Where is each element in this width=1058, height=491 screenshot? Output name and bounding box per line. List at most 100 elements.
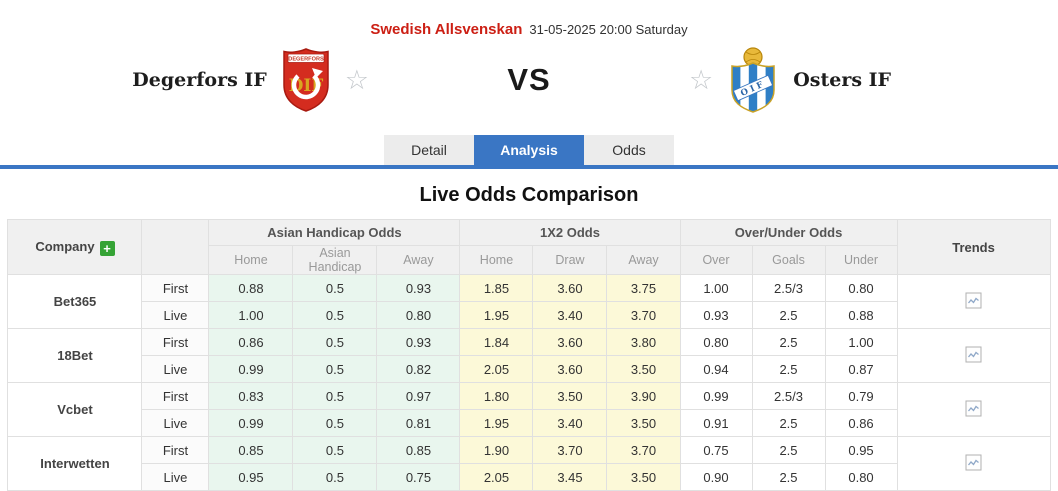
match-header: Swedish Allsvenskan 31-05-2025 20:00 Satu…	[0, 0, 1058, 38]
odds-value: 3.40	[532, 301, 608, 329]
odds-value: 1.95	[459, 301, 534, 329]
add-company-icon[interactable]: +	[99, 240, 115, 256]
over-under-group-header: Over/Under Odds	[679, 219, 898, 246]
odds-value: 2.5	[751, 301, 826, 329]
odds-value: 1.00	[824, 328, 898, 356]
odds-value: 3.40	[532, 409, 608, 437]
odds-value: 0.85	[208, 436, 294, 464]
odds-value: 3.50	[532, 382, 608, 410]
trend-chart-icon[interactable]	[896, 274, 1051, 329]
odds-value: 1.00	[208, 301, 294, 329]
odds-value: 2.5	[751, 463, 826, 491]
ou-under-header: Under	[824, 245, 898, 275]
trend-chart-icon[interactable]	[896, 382, 1051, 437]
odds-value: 0.87	[824, 355, 898, 383]
odds-value: 2.5	[751, 328, 826, 356]
odds-value: 3.50	[606, 463, 681, 491]
odds-value: 0.95	[824, 436, 898, 464]
ou-goals-header: Goals	[751, 245, 826, 275]
odds-value: 0.80	[679, 328, 753, 356]
odds-value: 2.05	[459, 355, 534, 383]
odds-value: 0.97	[376, 382, 461, 410]
odds-value: 0.80	[376, 301, 461, 329]
odds-value: 0.5	[292, 382, 378, 410]
odds-value: 0.90	[679, 463, 753, 491]
away-team-block: ☆ OIF	[561, 46, 1058, 114]
favorite-star-away[interactable]: ☆	[689, 64, 714, 95]
odds-value: 0.91	[679, 409, 753, 437]
odds-value: 0.5	[292, 301, 378, 329]
odds-value: 0.5	[292, 409, 378, 437]
odds-value: 0.5	[292, 355, 378, 383]
odds-value: 2.5/3	[751, 274, 826, 302]
odds-value: 2.05	[459, 463, 534, 491]
away-team-badge: OIF	[727, 46, 779, 114]
odds-value: 0.80	[824, 463, 898, 491]
odds-value: 1.90	[459, 436, 534, 464]
odds-value: 0.95	[208, 463, 294, 491]
away-team-name: Osters IF	[793, 69, 892, 91]
odds-value: 3.50	[606, 355, 681, 383]
match-banner: Degerfors IF DEGERFORS DIF ☆ VS ☆	[0, 38, 1058, 122]
odds-value: 0.85	[376, 436, 461, 464]
stage-label: Live	[141, 409, 210, 437]
odds-value: 3.60	[532, 274, 608, 302]
odds-table: Company + Asian Handicap Odds 1X2 Odds Ov…	[7, 219, 1051, 491]
odds-value: 3.70	[606, 436, 681, 464]
ah-handicap-header: Asian Handicap	[292, 245, 378, 275]
odds-value: 2.5	[751, 436, 826, 464]
odds-value: 3.80	[606, 328, 681, 356]
odds-value: 0.93	[679, 301, 753, 329]
1x2-away-header: Away	[606, 245, 681, 275]
1x2-draw-header: Draw	[532, 245, 608, 275]
section-title: Live Odds Comparison	[419, 184, 639, 206]
stage-label: First	[141, 382, 210, 410]
odds-value: 0.99	[679, 382, 753, 410]
1x2-group-header: 1X2 Odds	[459, 219, 681, 246]
odds-value: 0.93	[376, 328, 461, 356]
1x2-home-header: Home	[459, 245, 534, 275]
home-team-badge: DEGERFORS DIF	[281, 47, 331, 113]
company-column-header: Company +	[7, 219, 143, 275]
company-name: Interwetten	[7, 436, 143, 491]
odds-value: 3.60	[532, 355, 608, 383]
ah-home-header: Home	[208, 245, 294, 275]
match-datetime: 31-05-2025 20:00 Saturday	[529, 22, 688, 37]
odds-value: 3.60	[532, 328, 608, 356]
odds-value: 0.83	[208, 382, 294, 410]
odds-value: 0.5	[292, 328, 378, 356]
odds-row: Live 0.99 0.5 0.82 2.05 3.60 3.50 0.94 2.5 0.87	[8, 355, 1050, 383]
stage-column-header	[141, 219, 210, 275]
odds-value: 0.99	[208, 409, 294, 437]
trend-chart-icon[interactable]	[896, 436, 1051, 491]
tab-bar: Detail Analysis Odds	[0, 135, 1058, 165]
odds-value: 0.88	[824, 301, 898, 329]
company-name: Bet365	[7, 274, 143, 329]
odds-value: 1.00	[679, 274, 753, 302]
odds-row: Bet365 First 0.88 0.5 0.93 1.85 3.60 3.75 1.00 2.…	[7, 274, 1051, 329]
tab-analysis[interactable]: Analysis	[474, 135, 584, 165]
tab-detail[interactable]: Detail	[384, 135, 474, 165]
tab-odds[interactable]: Odds	[584, 135, 674, 165]
odds-value: 0.5	[292, 436, 378, 464]
odds-value: 3.70	[532, 436, 608, 464]
stage-label: Live	[141, 463, 210, 491]
odds-value: 0.5	[292, 463, 378, 491]
odds-value: 0.81	[376, 409, 461, 437]
trend-chart-icon[interactable]	[896, 328, 1051, 383]
odds-value: 0.93	[376, 274, 461, 302]
home-team-block: Degerfors IF DEGERFORS DIF ☆	[0, 47, 497, 113]
stage-label: First	[141, 436, 210, 464]
odds-value: 0.99	[208, 355, 294, 383]
odds-value: 1.85	[459, 274, 534, 302]
odds-value: 0.88	[208, 274, 294, 302]
accent-divider	[0, 165, 1058, 169]
stage-label: Live	[141, 301, 210, 329]
odds-value: 0.82	[376, 355, 461, 383]
vs-label: VS	[507, 62, 551, 97]
favorite-star-home[interactable]: ☆	[344, 64, 369, 95]
ah-away-header: Away	[376, 245, 461, 275]
odds-value: 3.75	[606, 274, 681, 302]
odds-value: 0.86	[208, 328, 294, 356]
odds-value: 3.45	[532, 463, 608, 491]
